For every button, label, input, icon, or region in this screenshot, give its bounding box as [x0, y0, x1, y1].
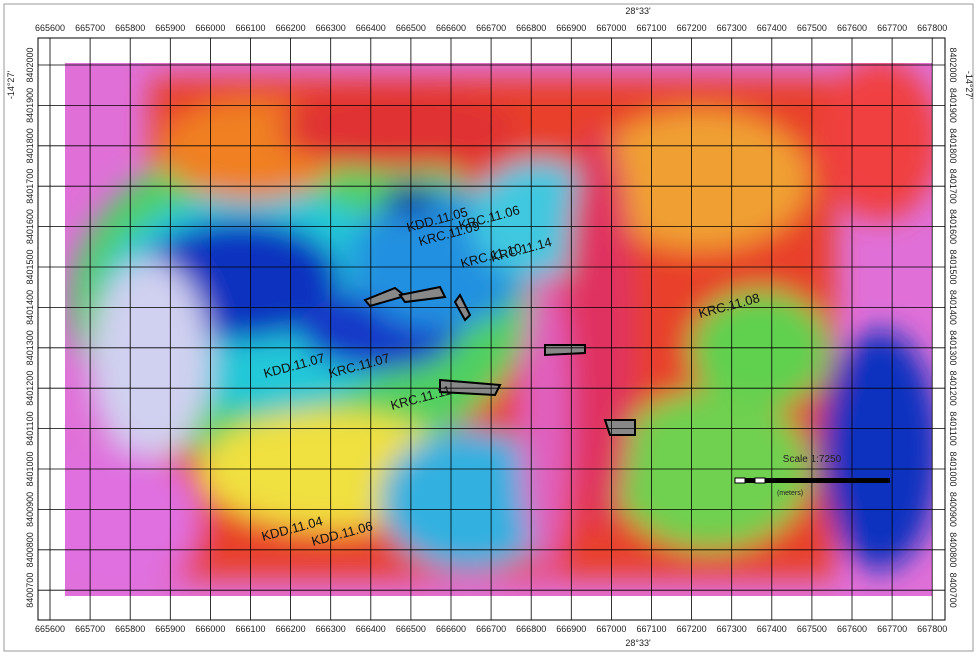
northing-label: 8401300 [25, 330, 35, 365]
northing-label: 8401100 [25, 411, 35, 445]
easting-label: 666800 [516, 23, 546, 33]
northing-label: 8401200 [948, 371, 958, 406]
latitude-label: -14°27' [6, 71, 16, 100]
northing-label: 8400700 [948, 573, 958, 608]
northing-label: 8401200 [25, 371, 35, 406]
easting-label: 667000 [596, 23, 626, 33]
northing-label: 8401800 [25, 128, 35, 163]
longitude-label: 28°33' [625, 638, 651, 648]
easting-label: 667600 [837, 624, 867, 634]
northing-label: 8401300 [948, 330, 958, 365]
easting-label: 666300 [316, 23, 346, 33]
grid [38, 38, 945, 620]
northing-label: 8400900 [948, 492, 958, 527]
scale-bar: Scale 1:7250 (meters) [734, 454, 890, 497]
northing-label: 8401600 [948, 209, 958, 244]
easting-label: 667000 [596, 624, 626, 634]
easting-label: 665800 [115, 624, 145, 634]
easting-label: 667600 [837, 23, 867, 33]
northing-label: 8400800 [25, 532, 35, 567]
easting-label: 667700 [877, 23, 907, 33]
easting-label: 666500 [396, 624, 426, 634]
northing-label: 8401400 [25, 290, 35, 325]
easting-label: 667400 [757, 624, 787, 634]
easting-label: 665900 [155, 23, 185, 33]
anomaly-image [65, 63, 932, 596]
easting-label: 667500 [797, 23, 827, 33]
northing-label: 8401700 [25, 169, 35, 204]
northing-label: 8400700 [25, 573, 35, 608]
easting-label: 666500 [396, 23, 426, 33]
easting-label: 666900 [556, 624, 586, 634]
easting-label: 666700 [476, 624, 506, 634]
easting-label: 665900 [155, 624, 185, 634]
easting-label: 667300 [717, 624, 747, 634]
northing-label: 8401000 [948, 451, 958, 486]
easting-label: 666000 [195, 624, 225, 634]
easting-label: 666200 [276, 624, 306, 634]
easting-label: 667200 [677, 23, 707, 33]
easting-label: 667200 [677, 624, 707, 634]
easting-label: 665600 [35, 23, 65, 33]
easting-label: 667500 [797, 624, 827, 634]
northing-label: 8401900 [25, 88, 35, 123]
easting-label: 666400 [356, 624, 386, 634]
northing-label: 8401800 [948, 128, 958, 163]
easting-label: 665700 [75, 23, 105, 33]
easting-label: 665600 [35, 624, 65, 634]
easting-label: 667800 [917, 23, 947, 33]
northing-label: 8401900 [948, 88, 958, 123]
easting-label: 667300 [717, 23, 747, 33]
easting-label: 666200 [276, 23, 306, 33]
easting-label: 667100 [636, 624, 666, 634]
easting-label: 666600 [436, 624, 466, 634]
northing-label: 8401500 [948, 249, 958, 284]
easting-label: 665700 [75, 624, 105, 634]
easting-label: 666400 [356, 23, 386, 33]
easting-label: 666100 [235, 624, 265, 634]
easting-label: 667400 [757, 23, 787, 33]
easting-label: 667800 [917, 624, 947, 634]
northing-label: 8402000 [25, 47, 35, 82]
easting-label: 666300 [316, 624, 346, 634]
northing-label: 8401000 [25, 451, 35, 486]
outer-frame [3, 3, 974, 652]
northing-label: 8401500 [25, 249, 35, 284]
easting-label: 666700 [476, 23, 506, 33]
northing-label: 8401700 [948, 169, 958, 204]
easting-label: 666600 [436, 23, 466, 33]
scale-units: (meters) [777, 490, 803, 497]
easting-label: 666900 [556, 23, 586, 33]
easting-label: 665800 [115, 23, 145, 33]
northing-label: 8401100 [948, 411, 958, 445]
northing-label: 8401400 [948, 290, 958, 325]
northing-label: 8400800 [948, 532, 958, 567]
easting-label: 667700 [877, 624, 907, 634]
easting-label: 666000 [195, 23, 225, 33]
latitude-label: -14°27' [964, 71, 974, 100]
easting-label: 666100 [235, 23, 265, 33]
scale-title: Scale 1:7250 [783, 454, 842, 465]
northing-label: 8400900 [25, 492, 35, 527]
northing-label: 8402000 [948, 47, 958, 82]
easting-label: 666800 [516, 624, 546, 634]
easting-label: 667100 [636, 23, 666, 33]
longitude-label: 28°33' [625, 6, 651, 16]
northing-label: 8401600 [25, 209, 35, 244]
